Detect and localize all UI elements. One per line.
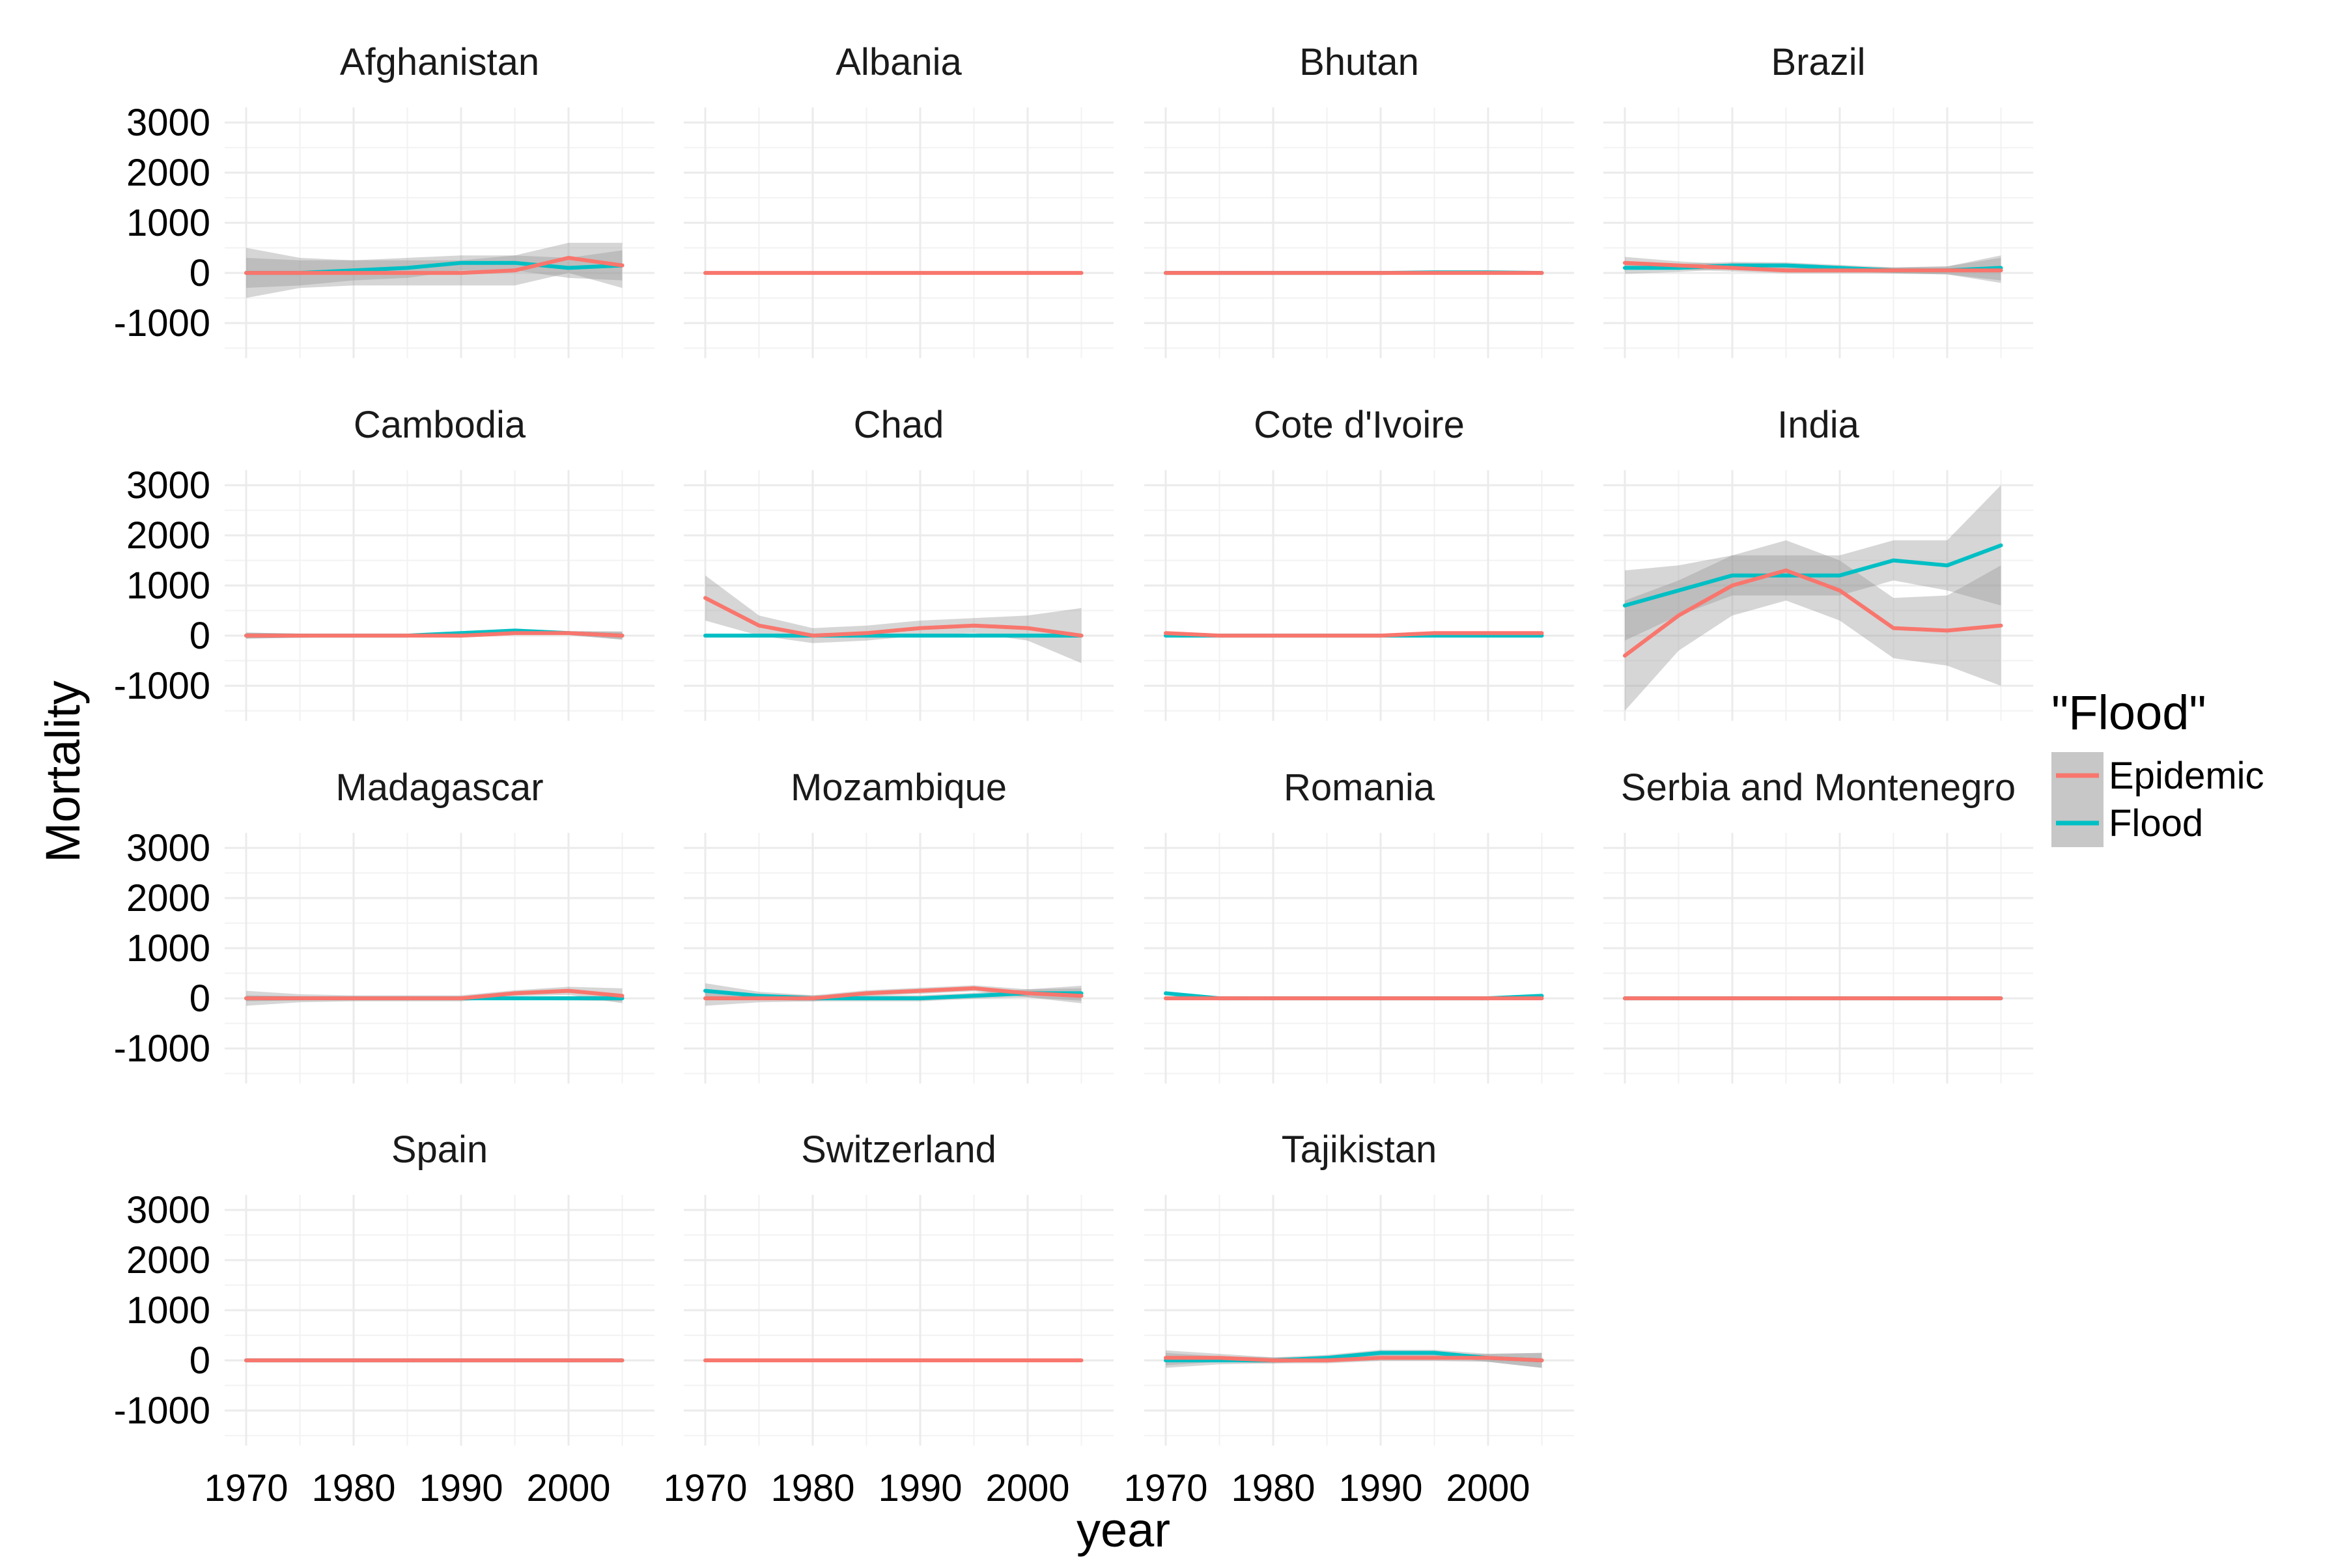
confidence-band-epidemic bbox=[705, 575, 1082, 664]
series-line-epidemic bbox=[703, 986, 1084, 1001]
panel-india: India bbox=[1603, 404, 2033, 721]
y-tick-label: 2000 bbox=[126, 1239, 210, 1281]
y-tick-label: 1000 bbox=[126, 1289, 210, 1332]
x-tick-label: 2000 bbox=[526, 1467, 610, 1509]
y-tick-label: 3000 bbox=[126, 464, 210, 507]
series-line-epidemic bbox=[244, 256, 625, 275]
legend: "Flood" Epidemic Flood bbox=[2051, 686, 2264, 847]
panel-bhutan: Bhutan bbox=[1144, 41, 1574, 358]
series-line-epidemic bbox=[1164, 631, 1544, 638]
y-tick-label: 3000 bbox=[126, 102, 210, 144]
series-line-epidemic bbox=[703, 596, 1084, 638]
facet-title: India bbox=[1777, 404, 1860, 446]
x-axis-title: year bbox=[1077, 1503, 1170, 1557]
x-tick-label: 1990 bbox=[419, 1467, 503, 1509]
legend-label-epidemic: Epidemic bbox=[2109, 755, 2264, 797]
y-tick-label: 1000 bbox=[126, 202, 210, 244]
panel-romania: Romania bbox=[1144, 766, 1574, 1084]
facet-title: Cambodia bbox=[354, 404, 526, 446]
panel-afghanistan: Afghanistan -1000 0 1000 2000 3000 bbox=[114, 41, 654, 358]
x-tick-label: 1990 bbox=[1338, 1467, 1422, 1509]
series-line-epidemic bbox=[1623, 260, 2003, 273]
y-tick-label: 1000 bbox=[126, 565, 210, 607]
y-tick-label: -1000 bbox=[114, 1028, 210, 1070]
facet-title: Mozambique bbox=[791, 766, 1007, 809]
panel-mozambique: Mozambique bbox=[684, 766, 1114, 1084]
series-line-epidemic bbox=[244, 631, 625, 638]
panel-brazil: Brazil bbox=[1603, 41, 2033, 358]
x-tick-label: 1970 bbox=[1123, 1467, 1207, 1509]
facet-title: Brazil bbox=[1771, 41, 1865, 83]
facet-title: Serbia and Montenegro bbox=[1621, 766, 2016, 809]
x-tick-label: 1990 bbox=[878, 1467, 962, 1509]
y-tick-label: 3000 bbox=[126, 1189, 210, 1231]
y-tick-label: -1000 bbox=[114, 302, 210, 344]
series-line-flood bbox=[1623, 543, 2003, 608]
x-tick-label: 1970 bbox=[663, 1467, 747, 1509]
y-tick-label: 0 bbox=[190, 615, 210, 657]
confidence-band-epidemic bbox=[246, 242, 623, 298]
confidence-band-flood bbox=[246, 250, 623, 288]
facet-title: Tajikistan bbox=[1282, 1128, 1437, 1171]
y-tick-label: -1000 bbox=[114, 665, 210, 707]
panel-cambodia: Cambodia -1000 0 1000 2000 3000 bbox=[114, 404, 654, 721]
y-tick-label: 2000 bbox=[126, 152, 210, 194]
confidence-band-flood bbox=[1625, 485, 2001, 641]
series-line-epidemic bbox=[244, 988, 625, 1001]
panel-tajikistan: Tajikistan bbox=[1144, 1128, 1574, 1446]
series-line-epidemic bbox=[1164, 1356, 1544, 1363]
facet-title: Bhutan bbox=[1299, 41, 1419, 83]
panel-albania: Albania bbox=[684, 41, 1114, 358]
y-tick-label: 0 bbox=[190, 1339, 210, 1382]
panel-cote-d-ivoire: Cote d'Ivoire bbox=[1144, 404, 1574, 721]
x-tick-label: 1970 bbox=[204, 1467, 288, 1509]
y-tick-label: 2000 bbox=[126, 877, 210, 919]
x-tick-label: 1980 bbox=[311, 1467, 395, 1509]
panel-serbia-and-montenegro: Serbia and Montenegro bbox=[1603, 766, 2033, 1084]
facet-title: Switzerland bbox=[801, 1128, 996, 1171]
y-tick-label: 3000 bbox=[126, 827, 210, 869]
facet-title: Romania bbox=[1284, 766, 1435, 809]
x-tick-label: 2000 bbox=[1446, 1467, 1530, 1509]
x-tick-label: 1980 bbox=[770, 1467, 854, 1509]
panel-spain: Spain -1000 0 1000 2000 3000 bbox=[114, 1128, 654, 1446]
legend-title: "Flood" bbox=[2051, 686, 2206, 740]
series-line-epidemic bbox=[1623, 568, 2003, 658]
facet-title: Chad bbox=[854, 404, 944, 446]
confidence-band-epidemic bbox=[1625, 540, 2001, 711]
y-tick-label: 0 bbox=[190, 977, 210, 1020]
x-tick-label: 2000 bbox=[985, 1467, 1069, 1509]
legend-label-flood: Flood bbox=[2109, 802, 2203, 845]
facet-title: Spain bbox=[391, 1128, 488, 1171]
facet-title: Albania bbox=[836, 41, 962, 83]
y-tick-label: 0 bbox=[190, 252, 210, 294]
panel-madagascar: Madagascar -1000 0 1000 2000 3000 bbox=[114, 766, 654, 1084]
y-axis-title: Mortality bbox=[36, 680, 90, 863]
facet-title: Madagascar bbox=[335, 766, 543, 809]
y-tick-label: 2000 bbox=[126, 514, 210, 557]
panel-chad: Chad bbox=[684, 404, 1114, 721]
y-tick-label: -1000 bbox=[114, 1390, 210, 1432]
facet-title: Cote d'Ivoire bbox=[1254, 404, 1465, 446]
y-tick-label: 1000 bbox=[126, 927, 210, 970]
panel-switzerland: Switzerland bbox=[684, 1128, 1114, 1446]
x-tick-label: 1980 bbox=[1231, 1467, 1315, 1509]
facet-title: Afghanistan bbox=[340, 41, 539, 83]
